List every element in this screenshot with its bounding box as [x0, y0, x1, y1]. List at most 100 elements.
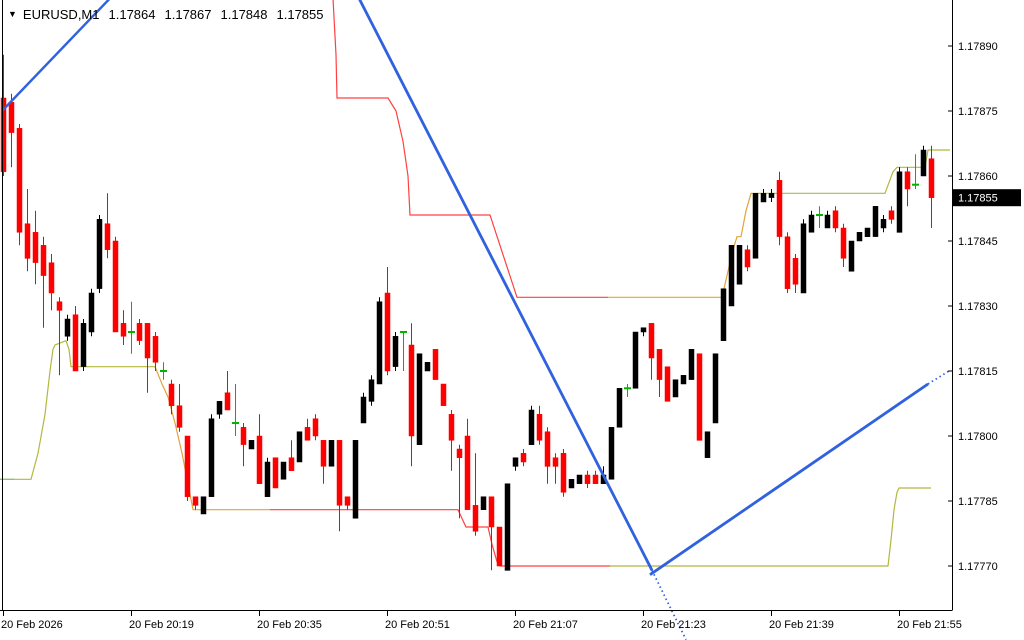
bull-candle [728, 245, 735, 307]
bear-candle [496, 526, 503, 567]
bear-candle [520, 453, 527, 463]
bear-candle [560, 453, 567, 493]
bull-candle [896, 171, 903, 233]
bull-candle [712, 353, 719, 424]
time-axis-label: 20 Feb 20:19 [129, 619, 194, 631]
bear-candle [584, 474, 591, 484]
bull-candle [768, 193, 775, 198]
bear-candle [112, 240, 119, 333]
bull-candle [296, 431, 303, 463]
bull-candle [920, 149, 927, 177]
bull-candle [512, 457, 519, 467]
bull-candle [808, 214, 815, 233]
bear-candle [16, 128, 23, 233]
bull-candle [352, 440, 359, 519]
bear-candle [344, 496, 351, 506]
bear-candle [272, 457, 279, 489]
price-axis-label: 1.17770 [958, 561, 998, 573]
bear-candle [472, 505, 479, 532]
bull-candle [88, 292, 95, 333]
bull-candle [736, 245, 743, 285]
bull-candle [392, 336, 399, 367]
price-axis-label: 1.17830 [958, 301, 998, 313]
indicator-red-stop-line [332, 0, 608, 298]
bull-candle [200, 496, 207, 515]
bear-candle [336, 440, 343, 506]
quote-close: 1.17855 [276, 7, 324, 22]
bear-candle [488, 496, 495, 528]
bear-candle [304, 427, 311, 441]
current-price-value: 1.17855 [958, 193, 998, 205]
bull-candle [752, 193, 759, 259]
bear-candle [56, 301, 63, 311]
bull-candle [632, 331, 639, 389]
bear-candle [592, 474, 599, 484]
bear-candle [288, 457, 295, 471]
bull-candle [616, 388, 623, 428]
bear-candle [120, 323, 127, 337]
bull-candle [704, 431, 711, 458]
bear-candle [152, 336, 159, 363]
ascending-trendline [649, 382, 929, 576]
bull-candle [640, 327, 647, 333]
bull-candle [576, 474, 583, 484]
bear-candle [536, 414, 543, 441]
time-axis-label: 20 Feb 21:55 [897, 619, 962, 631]
bear-candle [456, 448, 463, 458]
bear-candle [312, 418, 319, 437]
left-ascending-trendline [1, 0, 111, 112]
bull-candle [720, 288, 727, 341]
price-axis-label: 1.17860 [958, 171, 998, 183]
bull-candle [280, 461, 287, 480]
bull-candle [264, 461, 271, 497]
time-axis-label: 20 Feb 21:07 [513, 619, 578, 631]
bear-candle [256, 435, 263, 484]
bear-candle [792, 258, 799, 285]
bull-candle [504, 483, 511, 571]
bear-candle [176, 405, 183, 428]
bear-candle [240, 427, 247, 445]
bull-candle [424, 362, 431, 372]
time-axis-label: 20 Feb 2026 [1, 619, 63, 631]
bull-candle [680, 375, 687, 385]
bear-candle [184, 435, 191, 497]
bull-candle [328, 440, 335, 467]
bear-candle [32, 232, 39, 263]
bull-candle [880, 219, 887, 229]
price-axis-label: 1.17815 [958, 366, 998, 378]
bull-candle [824, 214, 831, 229]
bull-candle [672, 379, 679, 398]
bear-candle [904, 171, 911, 190]
bear-candle [648, 323, 655, 359]
quote-high: 1.17867 [164, 7, 212, 22]
bull-candle [376, 301, 383, 385]
indicator-olive-stop-line [610, 487, 931, 567]
price-axis-label: 1.17785 [958, 496, 998, 508]
bear-candle [448, 414, 455, 441]
bull-candle [216, 401, 223, 415]
bear-candle [48, 262, 55, 294]
bull-candle [760, 193, 767, 203]
current-price-badge [953, 189, 1021, 207]
time-axis-label: 20 Feb 21:23 [641, 619, 706, 631]
price-axis-label: 1.17875 [958, 106, 998, 118]
quote-low: 1.17848 [220, 7, 268, 22]
bull-candle [64, 318, 71, 337]
bull-candle [208, 418, 215, 497]
indicator-orange-stop-line [154, 366, 270, 511]
time-axis-label: 20 Feb 21:39 [769, 619, 834, 631]
bull-candle [608, 427, 615, 480]
bear-candle [888, 210, 895, 220]
bear-candle [24, 223, 31, 259]
bear-candle [744, 249, 751, 268]
descending-trendline-extension [651, 569, 687, 640]
price-axis-label: 1.17890 [958, 41, 998, 53]
bear-candle [408, 344, 415, 437]
bull-candle [872, 206, 879, 237]
bear-candle [784, 236, 791, 289]
bear-candle [168, 383, 175, 406]
indicator-red-stop-line [270, 509, 610, 567]
bear-candle [832, 210, 839, 229]
